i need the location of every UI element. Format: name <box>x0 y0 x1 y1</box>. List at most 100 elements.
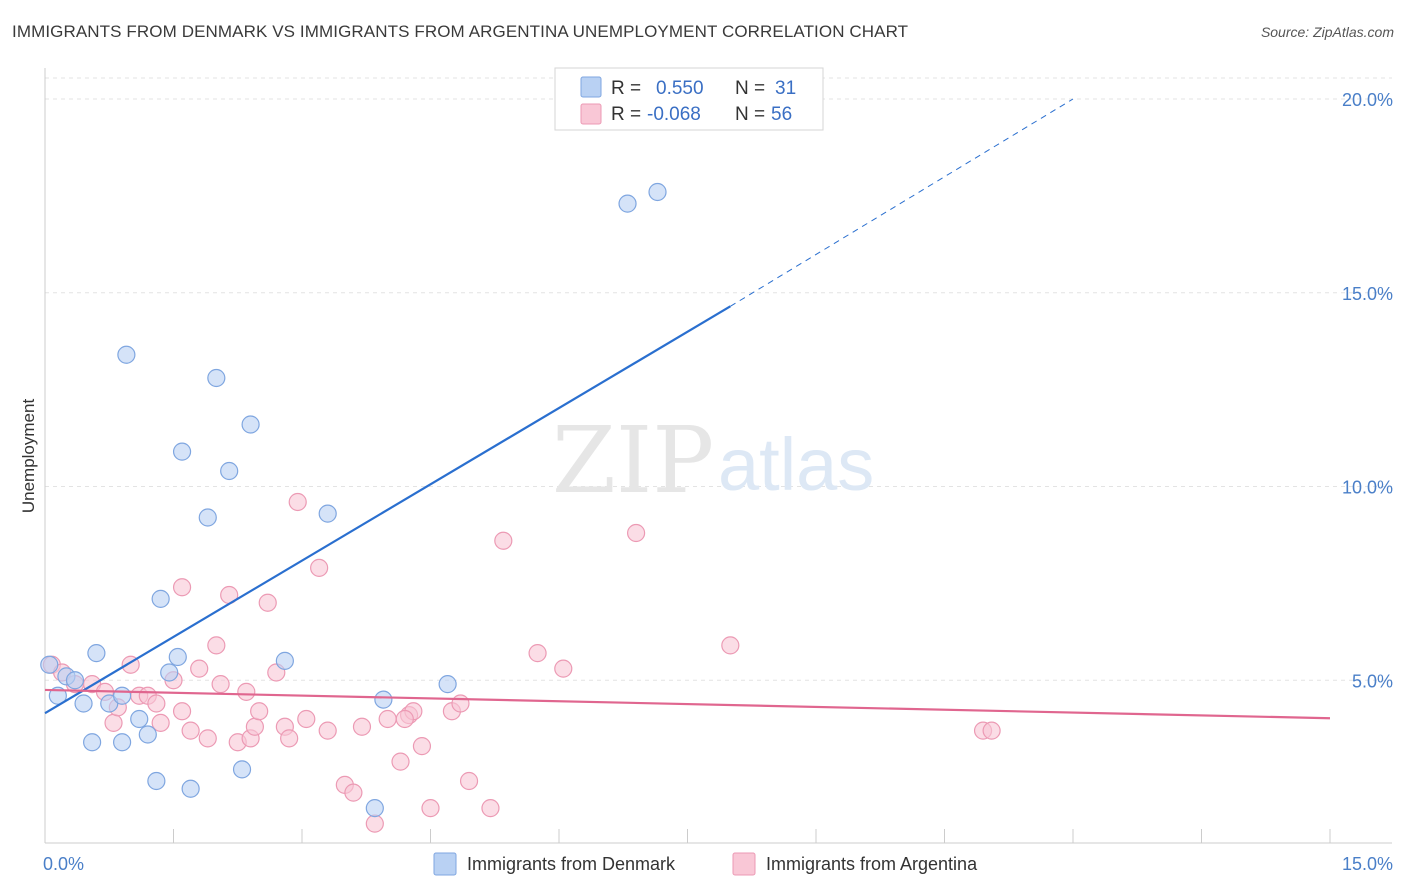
argentina-point-41 <box>421 799 440 818</box>
argentina-point-43 <box>451 694 470 713</box>
bottom-legend-swatch-denmark <box>433 852 457 876</box>
x-tick-label-0: 0.0% <box>43 854 84 874</box>
denmark-point-24 <box>318 504 337 523</box>
denmark-point-25 <box>117 345 136 364</box>
argentina-point-36 <box>378 709 397 729</box>
argentina-point-49 <box>626 523 646 543</box>
legend-n-value-argentina: 56 <box>771 104 792 125</box>
argentina-point-29 <box>297 709 316 729</box>
denmark-trend-line <box>44 305 731 715</box>
argentina-point-24 <box>258 593 277 612</box>
denmark-point-7 <box>83 733 102 752</box>
argentina-point-34 <box>352 717 372 736</box>
argentina-point-45 <box>481 799 500 818</box>
argentina-point-44 <box>459 771 479 791</box>
argentina-point-13 <box>172 578 192 597</box>
x-tick-labels: 0.0% 15.0% <box>43 854 1393 874</box>
denmark-point-26 <box>365 799 384 818</box>
denmark-point-13 <box>151 589 170 608</box>
denmark-point-0 <box>40 655 59 674</box>
axes <box>44 68 1392 844</box>
denmark-point-23 <box>275 651 294 670</box>
chart-title: IMMIGRANTS FROM DENMARK VS IMMIGRANTS FR… <box>12 22 909 41</box>
y-axis-label: Unemployment <box>19 399 38 514</box>
legend-swatch-denmark <box>580 76 602 98</box>
denmark-point-14 <box>160 663 179 682</box>
argentina-point-47 <box>528 644 547 663</box>
denmark-point-21 <box>232 760 252 779</box>
x-tick-marks <box>44 829 1331 843</box>
argentina-point-27 <box>280 729 299 748</box>
y-tick-label-0: 5.0% <box>1352 671 1393 691</box>
denmark-point-10 <box>130 709 149 729</box>
y-tick-label-2: 15.0% <box>1342 284 1393 304</box>
denmark-point-19 <box>207 368 226 388</box>
argentina-point-53 <box>172 702 192 721</box>
denmark-point-27 <box>374 690 393 709</box>
argentina-point-52 <box>982 721 1001 740</box>
denmark-trend-extension <box>730 98 1074 307</box>
legend-r-value-argentina: -0.068 <box>647 104 701 125</box>
grid-lines <box>45 77 1392 681</box>
argentina-point-50 <box>721 636 740 655</box>
argentina-point-37 <box>391 752 410 771</box>
argentina-point-16 <box>198 729 217 748</box>
x-tick-label-1: 15.0% <box>1342 854 1393 874</box>
denmark-point-30 <box>648 182 667 202</box>
legend-r-label-denmark: R = <box>611 78 641 99</box>
argentina-point-17 <box>207 636 226 655</box>
argentina-point-54 <box>250 702 269 721</box>
denmark-point-12 <box>147 771 166 791</box>
legend-n-value-denmark: 31 <box>775 78 796 99</box>
argentina-point-46 <box>494 531 513 550</box>
denmark-point-18 <box>198 508 217 527</box>
denmark-point-4 <box>74 694 93 713</box>
argentina-point-21 <box>237 682 256 701</box>
argentina-point-55 <box>395 709 414 729</box>
bottom-legend-label-denmark: Immigrants from Denmark <box>467 854 676 874</box>
denmark-point-29 <box>618 194 637 213</box>
legend-swatch-argentina <box>580 103 602 125</box>
denmark-point-22 <box>241 415 260 434</box>
legend-r-value-denmark: 0.550 <box>656 78 704 99</box>
y-tick-labels: 5.0% 10.0% 15.0% 20.0% <box>1342 90 1393 691</box>
argentina-point-18 <box>211 675 230 694</box>
denmark-point-8 <box>112 686 132 705</box>
denmark-point-28 <box>438 675 457 694</box>
legend-box: R = 0.550 N = 31 R = -0.068 N = 56 <box>554 67 824 131</box>
source-label: Source: ZipAtlas.com <box>1260 24 1394 40</box>
bottom-legend-swatch-argentina <box>732 852 756 876</box>
denmark-point-9 <box>112 733 132 752</box>
argentina-point-11 <box>151 713 170 732</box>
bottom-legend-label-argentina: Immigrants from Argentina <box>766 854 978 874</box>
argentina-point-33 <box>344 783 363 802</box>
watermark-atlas: atlas <box>718 423 874 506</box>
argentina-point-5 <box>104 713 123 732</box>
legend-n-label-denmark: N = <box>735 78 765 99</box>
denmark-points <box>40 182 667 818</box>
denmark-point-16 <box>172 442 192 461</box>
denmark-point-5 <box>87 644 106 663</box>
legend-r-label-argentina: R = <box>611 104 641 125</box>
y-tick-label-3: 20.0% <box>1342 90 1393 110</box>
argentina-point-30 <box>310 558 329 577</box>
argentina-point-23 <box>245 717 264 736</box>
legend-n-label-argentina: N = <box>735 104 765 125</box>
trend-lines <box>44 98 1331 720</box>
argentina-point-14 <box>181 721 200 740</box>
watermark: ZIP atlas <box>552 407 874 514</box>
argentina-point-31 <box>318 721 337 740</box>
denmark-point-15 <box>168 647 187 667</box>
argentina-point-10 <box>147 694 166 713</box>
argentina-trend-line <box>44 688 1331 720</box>
denmark-point-20 <box>220 461 239 481</box>
bottom-legend: Immigrants from Denmark Immigrants from … <box>433 852 978 876</box>
denmark-point-3 <box>65 671 85 690</box>
denmark-point-17 <box>181 779 200 798</box>
argentina-point-48 <box>554 659 573 678</box>
watermark-zip: ZIP <box>552 407 714 514</box>
argentina-point-35 <box>365 814 384 833</box>
denmark-point-1 <box>48 686 67 705</box>
argentina-point-40 <box>412 737 432 756</box>
